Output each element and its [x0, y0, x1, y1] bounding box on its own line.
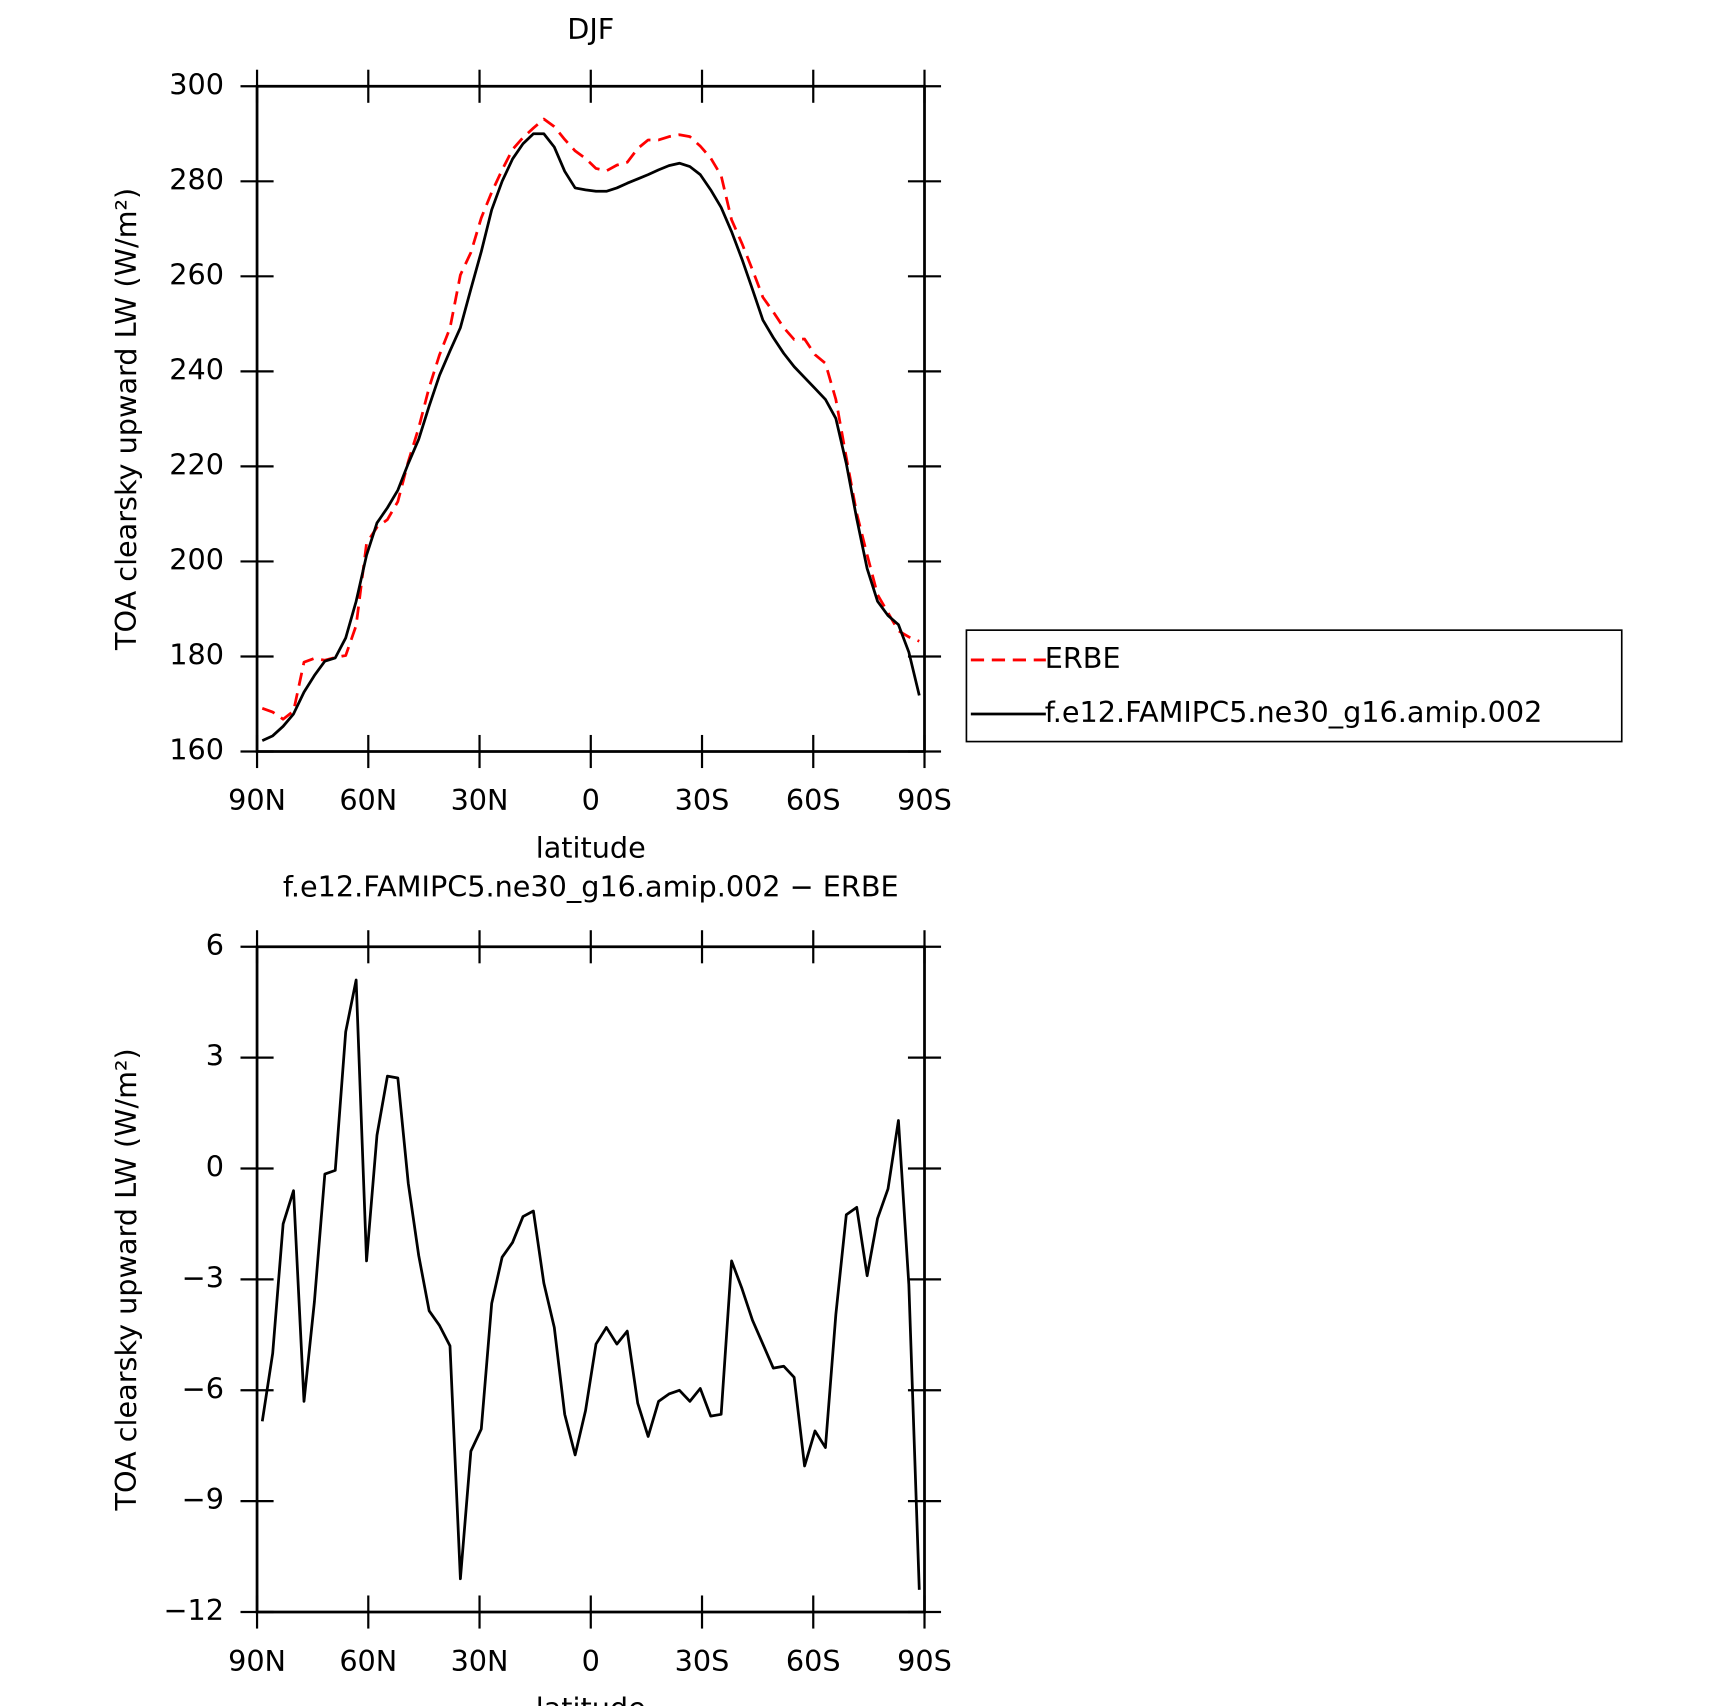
x-tick-label: 60S [786, 1644, 841, 1678]
chart-title: DJF [567, 12, 614, 46]
y-tick-label: −12 [163, 1593, 224, 1627]
x-tick-label: 60N [339, 1644, 397, 1678]
chart-title: f.e12.FAMIPC5.ne30_g16.amip.002 − ERBE [283, 869, 899, 903]
y-tick-label: 6 [206, 928, 224, 962]
y-tick-label: 240 [169, 352, 224, 386]
legend-box [965, 629, 1623, 743]
y-tick-label: 160 [169, 733, 224, 767]
data-line [261, 132, 921, 742]
x-tick-label: 30N [451, 783, 509, 817]
y-tick-label: 280 [169, 162, 224, 196]
legend-label: f.e12.FAMIPC5.ne30_g16.amip.002 [1045, 695, 1543, 729]
x-tick-label: 60S [786, 783, 841, 817]
x-tick-label: 30N [451, 1644, 509, 1678]
x-axis-label: latitude [536, 1691, 646, 1706]
y-tick-label: 220 [169, 447, 224, 481]
y-axis-label: TOA clearsky upward LW (W/m²) [109, 188, 143, 651]
x-tick-label: 0 [582, 783, 600, 817]
legend-label: ERBE [1045, 641, 1121, 675]
y-tick-label: 3 [206, 1039, 224, 1073]
x-tick-label: 0 [582, 1644, 600, 1678]
x-tick-label: 60N [339, 783, 397, 817]
data-line [261, 117, 920, 721]
x-tick-label: 90N [228, 783, 286, 817]
y-axis-label: TOA clearsky upward LW (W/m²) [109, 1048, 143, 1511]
x-tick-label: 30S [675, 1644, 730, 1678]
data-line [260, 978, 921, 1590]
y-tick-label: 260 [169, 257, 224, 291]
y-tick-label: 300 [169, 67, 224, 101]
y-tick-label: 200 [169, 542, 224, 576]
x-tick-label: 30S [675, 783, 730, 817]
x-axis-label: latitude [536, 831, 646, 865]
y-tick-label: 180 [169, 637, 224, 671]
x-tick-label: 90S [897, 1644, 952, 1678]
y-tick-label: 0 [206, 1150, 224, 1184]
plot-frame [255, 945, 926, 1614]
y-tick-label: −9 [182, 1482, 224, 1516]
x-tick-label: 90N [228, 1644, 286, 1678]
plot-frame [255, 84, 926, 753]
x-tick-label: 90S [897, 783, 952, 817]
y-tick-label: −6 [182, 1371, 224, 1405]
y-tick-label: −3 [182, 1260, 224, 1294]
